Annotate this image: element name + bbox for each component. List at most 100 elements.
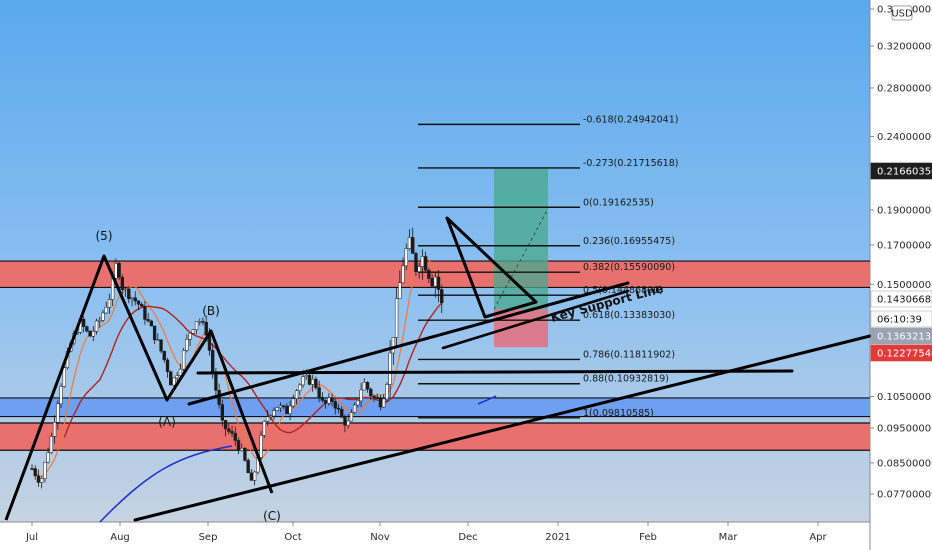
candle [272,407,276,420]
candle [127,286,131,304]
y-tick-label: 0.08500000 [877,458,932,469]
fib-label: 1(0.09810585) [583,408,654,419]
price-tag-label: 0.12277546 [877,349,932,360]
candle-body [288,405,292,414]
candle [265,410,270,426]
candle-body [291,398,295,407]
candle [436,269,441,303]
candle-body [46,452,50,463]
candle [407,229,412,251]
candle-body [356,400,360,406]
candle-body [372,395,376,398]
candle-body [298,384,302,392]
elliott-wave-path [4,254,274,521]
candle [43,461,47,483]
candle-body [369,388,373,397]
zone-support-blue [0,397,870,417]
wave-label: (A) [158,415,176,429]
candle [230,425,234,437]
wave-label: (C) [263,509,281,523]
candle-body [91,331,95,337]
candle-body [417,266,421,272]
x-tick-label: Sep [199,532,218,543]
candle-body [359,389,363,402]
candle-body [56,403,60,423]
candle [185,334,189,353]
candle [375,393,379,400]
candle-body [40,478,44,483]
candle-body [62,367,66,387]
candle [404,243,408,271]
candle-body [420,256,425,267]
candle-body [185,339,189,351]
candle-body [333,401,337,409]
y-tick-label: 0.28000000 [877,83,932,94]
candle-body [178,368,183,376]
candle-body [236,440,241,451]
price-tag: 06:10:39 [870,310,932,328]
candle-body [388,352,392,385]
candle-body [162,350,166,361]
candle [423,251,428,272]
candle-body [117,263,121,278]
candle-body [440,289,444,304]
candle [149,319,154,327]
candle-body [133,297,137,302]
candle-body [211,350,215,373]
candle [120,274,124,295]
candle [188,332,192,347]
candle [372,394,376,402]
candle [201,317,205,326]
currency-badge[interactable]: USD [891,5,913,21]
candle [269,414,273,421]
candle [365,381,370,393]
candle [401,257,405,284]
candle-body [204,322,208,336]
candle-body [391,337,396,354]
candle-body [85,326,89,332]
candle-body [233,432,237,441]
x-tick-label: Apr [809,532,827,543]
candle [159,339,163,354]
candle-body [101,312,105,321]
trade-projection-line [493,208,549,310]
candle-body [246,460,250,474]
candle-body [311,378,315,385]
candle [223,419,228,437]
candle-body [120,277,124,290]
candle-body [317,387,321,398]
price-tag-box [870,310,932,328]
candle [275,407,279,411]
fib-label: -0.618(0.24942041) [583,114,678,125]
candle-body [214,371,218,391]
candle-body [407,237,412,249]
candle [130,297,134,307]
candle-body [81,318,86,327]
candle-body [36,475,41,483]
candle [46,447,50,464]
y-tick-label: 0.09500000 [877,423,932,434]
y-tick-label: 0.19000000 [877,205,932,216]
candle [411,227,415,254]
price-tag-box [870,162,932,180]
candle [88,330,92,337]
candle-body [346,420,350,426]
candle-body [269,415,273,418]
candle-body [378,398,383,408]
candle-body [136,300,141,305]
candle-body [252,471,257,481]
candle-body [430,278,434,287]
y-tick-label: 0.07700000 [877,490,932,501]
candle [136,300,141,311]
candle-body [130,297,134,300]
candle [440,284,444,314]
candle-body [278,405,283,409]
triangle-pattern [445,216,538,319]
candle [385,382,389,403]
candle [307,373,312,386]
candle [227,424,231,435]
candle [191,329,195,335]
candle [311,374,315,392]
